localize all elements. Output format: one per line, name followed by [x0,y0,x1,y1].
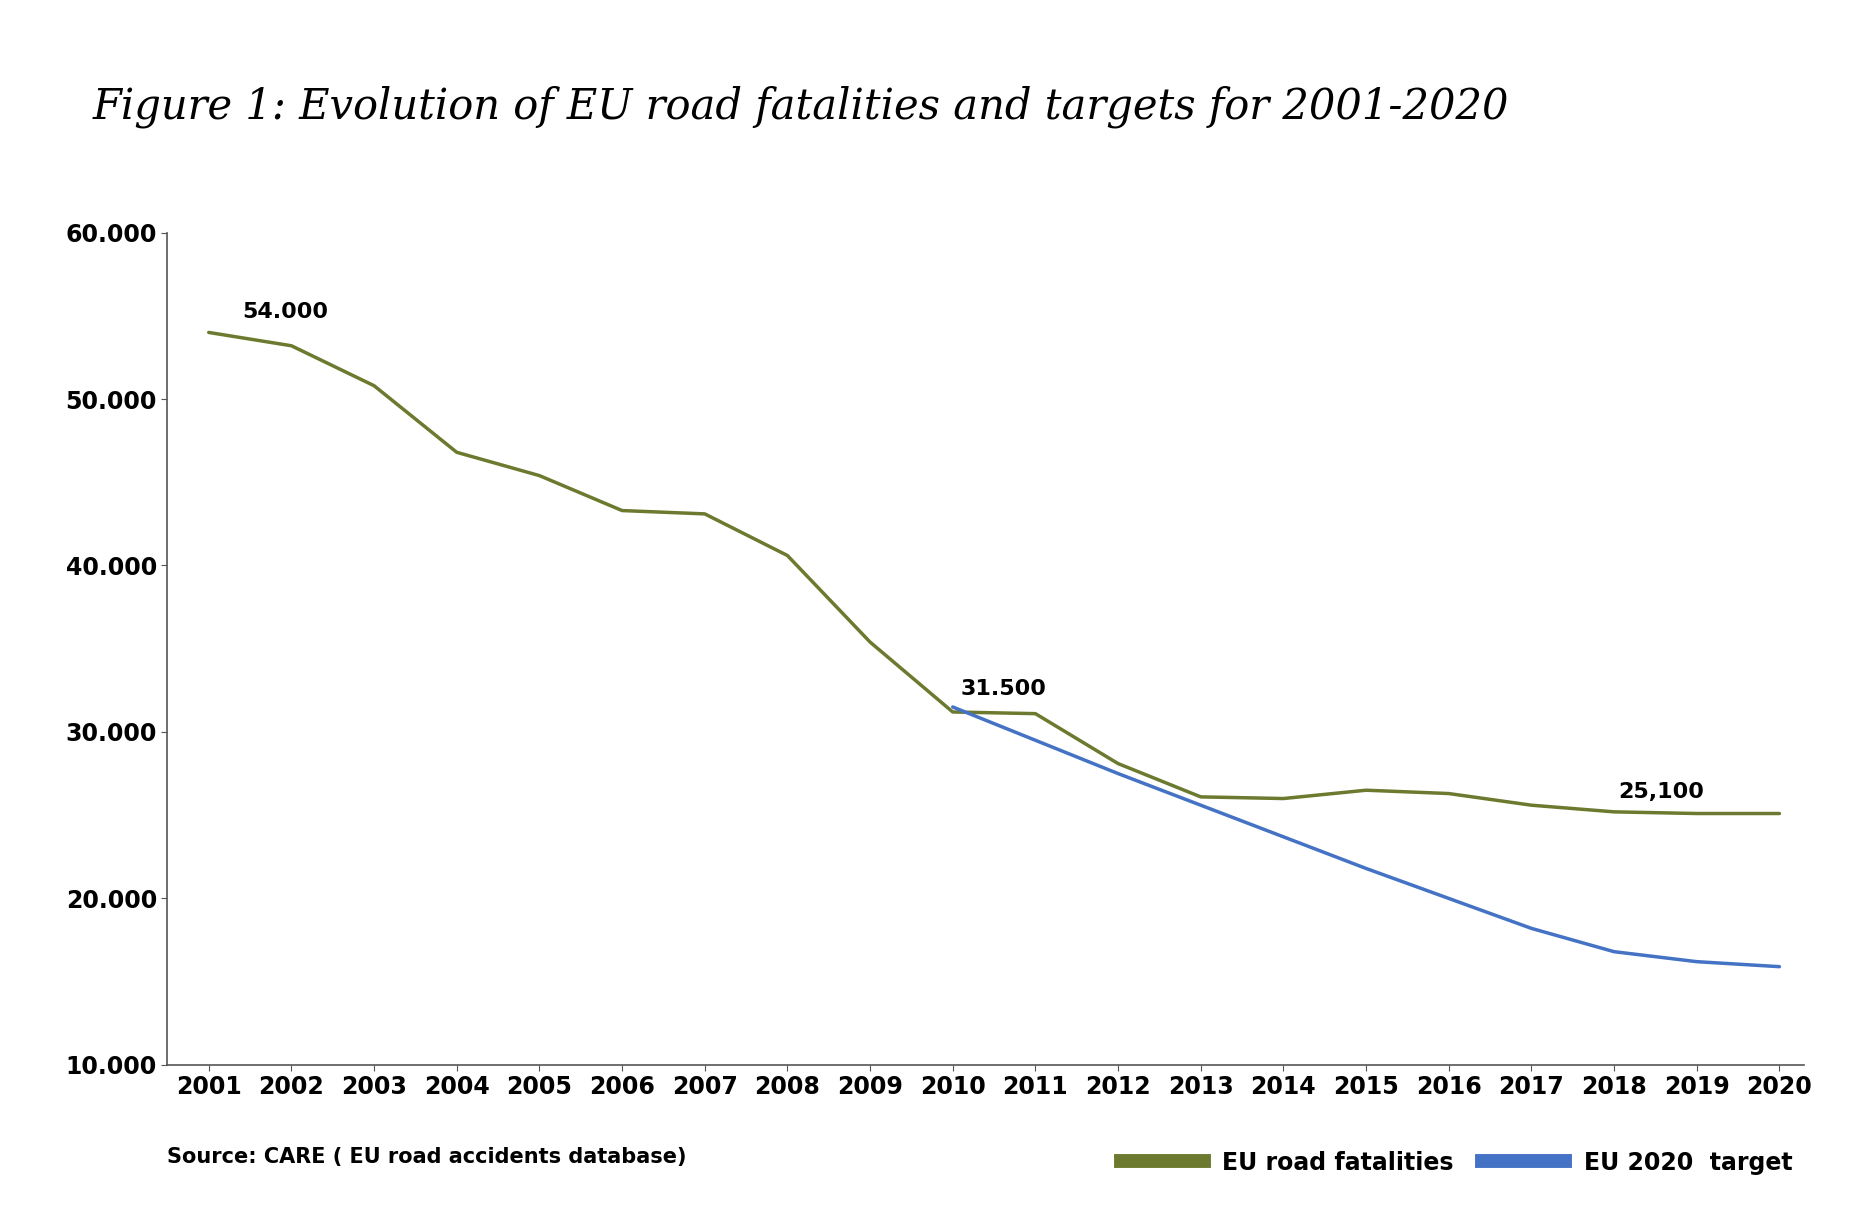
Text: Figure 1: Evolution of EU road fatalities and targets for 2001-2020: Figure 1: Evolution of EU road fatalitie… [93,86,1510,129]
Text: 31.500: 31.500 [962,678,1047,699]
Text: 54.000: 54.000 [242,302,327,322]
Legend: EU road fatalities, EU 2020  target: EU road fatalities, EU 2020 target [1122,1152,1793,1175]
Text: Source: CARE ( EU road accidents database): Source: CARE ( EU road accidents databas… [167,1147,686,1166]
Text: 25,100: 25,100 [1618,782,1704,802]
